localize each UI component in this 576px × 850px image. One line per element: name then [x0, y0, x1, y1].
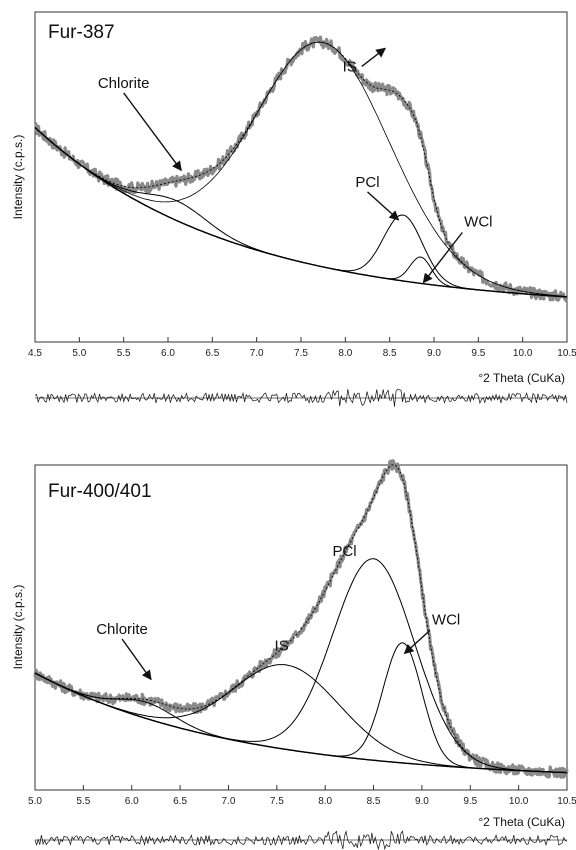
residual-trace	[34, 388, 568, 407]
x-tick-label: 10.5	[557, 348, 576, 359]
fitted-curves	[34, 35, 568, 303]
x-tick-label: 8.5	[367, 796, 381, 807]
annotation-arrow	[367, 191, 400, 221]
total-model-line	[34, 41, 568, 297]
background-line	[34, 672, 568, 774]
chart-panel-fur-387: Fur-387 Intensity (c.p.s.) °2 Theta (CuK…	[11, 11, 576, 407]
x-tick-label: 10.5	[557, 796, 576, 807]
chart-title: Fur-387	[48, 22, 115, 43]
x-tick-label: 10.0	[513, 348, 533, 359]
x-tick-label: 7.5	[270, 796, 284, 807]
annotation-arrow	[123, 92, 182, 172]
x-tick-label: 9.5	[463, 796, 477, 807]
background-line	[34, 126, 568, 298]
chart-title: Fur-400/401	[48, 481, 152, 502]
annotation-chlorite: Chlorite	[96, 621, 148, 638]
annotation-wcl: WCl	[432, 611, 460, 628]
peak-pcl-line	[34, 127, 568, 298]
observed-pattern-line	[33, 459, 569, 779]
annotation-pcl: PCl	[355, 174, 379, 191]
peak-chlorite-line	[34, 127, 568, 298]
x-axis-ticks: 5.0 5.5 6.0 6.5 7.0 7.5 8.0 8.5 9.0 9.5 10.0 10.5	[28, 785, 576, 807]
annotation-is: IS	[343, 58, 357, 75]
x-tick-label: 10.0	[509, 796, 529, 807]
peak-annotations: Chlorite IS PCl WCl	[98, 47, 492, 284]
total-model-line	[34, 464, 568, 774]
x-tick-label: 7.5	[294, 348, 308, 359]
x-axis-label: °2 Theta (CuKa)	[478, 815, 565, 829]
chart-panel-fur-400-401: Fur-400/401 Intensity (c.p.s.) °2 Theta …	[11, 459, 576, 850]
x-tick-label: 7.0	[250, 348, 264, 359]
y-axis-label: Intensity (c.p.s.)	[11, 585, 25, 670]
annotation-wcl: WCl	[464, 214, 492, 231]
annotation-arrow	[361, 47, 387, 67]
peak-wcl-line	[34, 127, 568, 298]
x-tick-label: 9.0	[415, 796, 429, 807]
x-tick-label: 6.0	[125, 796, 139, 807]
peak-chlorite-line	[34, 672, 568, 774]
x-tick-label: 5.0	[72, 348, 86, 359]
x-tick-label: 6.0	[161, 348, 175, 359]
x-tick-label: 5.5	[117, 348, 131, 359]
peak-annotations: Chlorite IS PCl WCl	[96, 543, 460, 681]
annotation-arrow	[422, 232, 463, 284]
plot-frame	[34, 11, 568, 343]
annotation-is: IS	[275, 637, 289, 654]
x-tick-label: 9.5	[471, 348, 485, 359]
y-axis-label: Intensity (c.p.s.)	[11, 135, 25, 220]
annotation-pcl: PCl	[332, 543, 356, 560]
annotation-chlorite: Chlorite	[98, 75, 150, 92]
x-tick-label: 4.5	[28, 348, 42, 359]
peak-is-line	[34, 664, 568, 774]
x-tick-label: 6.5	[173, 796, 187, 807]
residual-line	[34, 830, 568, 850]
x-axis-label: °2 Theta (CuKa)	[478, 371, 565, 385]
x-tick-label: 5.0	[28, 796, 42, 807]
peak-pcl-line	[34, 558, 568, 774]
fitted-curves	[33, 459, 569, 779]
residual-trace	[34, 830, 568, 850]
x-tick-label: 8.0	[338, 348, 352, 359]
annotation-arrow	[403, 629, 431, 655]
x-tick-label: 6.5	[205, 348, 219, 359]
x-tick-label: 7.0	[222, 796, 236, 807]
peak-wcl-line	[34, 642, 568, 774]
x-tick-label: 8.0	[318, 796, 332, 807]
plot-frame	[34, 464, 568, 791]
annotation-arrow	[121, 638, 152, 681]
x-tick-label: 8.5	[383, 348, 397, 359]
x-tick-label: 5.5	[76, 796, 90, 807]
x-tick-label: 9.0	[427, 348, 441, 359]
x-axis-ticks: 4.5 5.0 5.5 6.0 6.5 7.0 7.5 8.0 8.5 9.0 9.5 10.0 10.…	[28, 337, 576, 359]
residual-line	[34, 388, 568, 407]
